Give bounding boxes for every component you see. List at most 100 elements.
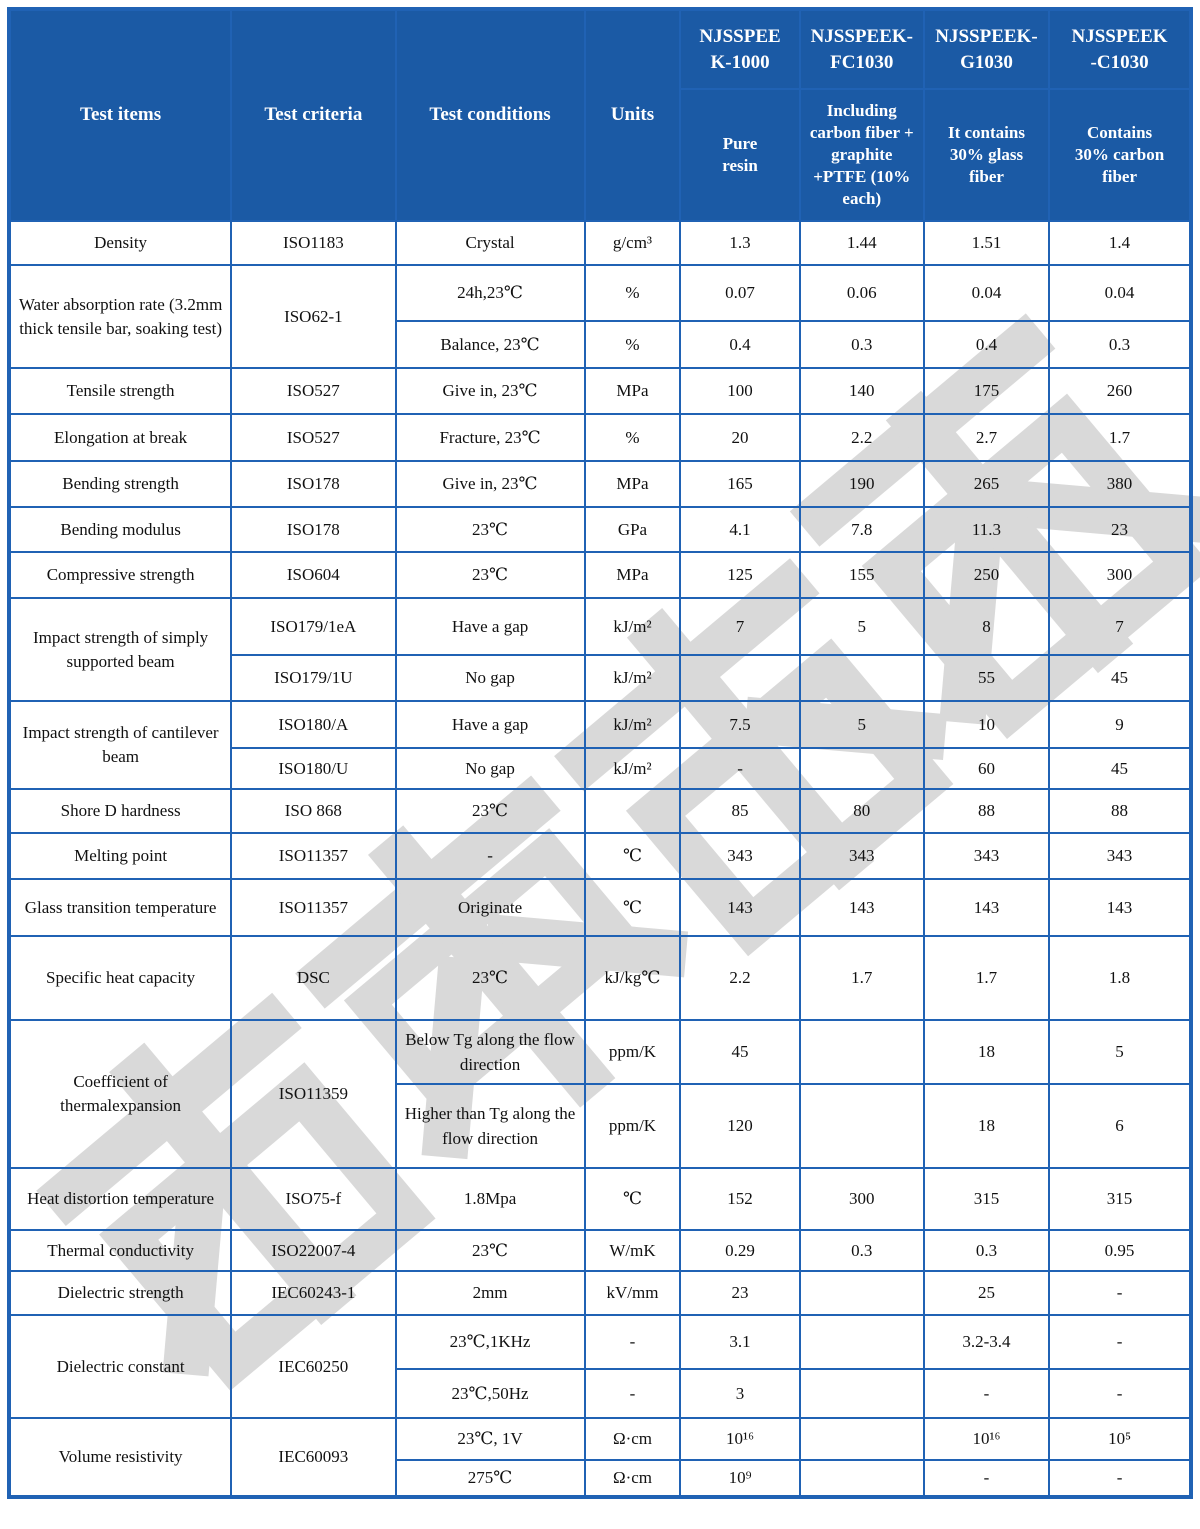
cell-condition: 23℃ bbox=[394, 506, 586, 553]
cell-condition: 23℃ bbox=[394, 935, 586, 1021]
cell-value: 0.4 bbox=[922, 320, 1051, 369]
table-row: ISO180/U No gap kJ/m² - 60 45 bbox=[9, 747, 1192, 790]
cell-condition: Balance, 23℃ bbox=[394, 320, 586, 369]
cell-value: - bbox=[679, 747, 801, 790]
cell-criteria: ISO 868 bbox=[230, 788, 397, 834]
table-row: Dielectric constant IEC60250 23℃,1KHz -3.1 3… bbox=[7, 1314, 1192, 1419]
cell-unit: - bbox=[583, 1368, 682, 1419]
cell-value: 4.1 bbox=[679, 506, 801, 553]
header-units: Units bbox=[583, 8, 682, 222]
table-row: Thermal conductivity ISO22007-4 23℃ W/mK 0.2… bbox=[7, 1229, 1192, 1272]
cell-unit bbox=[583, 788, 682, 834]
cell-condition: Have a gap bbox=[394, 597, 586, 656]
cell-condition: 1.8Mpa bbox=[394, 1167, 586, 1231]
cell-value: 10⁹ bbox=[679, 1459, 801, 1498]
cell-value bbox=[798, 1459, 925, 1498]
header-product-desc-c1030: Contains 30% carbon fiber bbox=[1048, 88, 1192, 222]
cell-value: 125 bbox=[679, 551, 801, 599]
cell-value: 10⁵ bbox=[1048, 1417, 1192, 1461]
cell-value: 315 bbox=[922, 1167, 1051, 1231]
header-product-desc-g1030: It contains 30% glass fiber bbox=[922, 88, 1051, 222]
cell-value: 25 bbox=[922, 1270, 1051, 1316]
cell-unit: % bbox=[583, 413, 682, 462]
cell-value: 5 bbox=[798, 597, 925, 656]
cell-value: 343 bbox=[922, 832, 1051, 880]
cell-criteria: IEC60243-1 bbox=[230, 1270, 397, 1316]
cell-value: 0.3 bbox=[798, 1229, 925, 1272]
cell-criteria: ISO527 bbox=[230, 367, 397, 415]
cell-value: 380 bbox=[1048, 460, 1192, 508]
cell-criteria: ISO604 bbox=[230, 551, 397, 599]
cell-value: 265 bbox=[922, 460, 1051, 508]
table-row: Melting point ISO11357- ℃ 343 343 343 343 bbox=[7, 832, 1192, 880]
cell-value: 343 bbox=[1048, 832, 1192, 880]
cell-value bbox=[798, 1368, 925, 1419]
table-row: Specific heat capacity DSC 23℃ kJ/kg℃ 2.2 1.7… bbox=[7, 935, 1192, 1021]
cell-unit: GPa bbox=[583, 506, 682, 553]
table-row: Coefficient of thermalexpansion ISO11359 B… bbox=[7, 1019, 1192, 1169]
cell-unit: Ω·cm bbox=[583, 1459, 682, 1498]
header-test-conditions: Test conditions bbox=[394, 8, 586, 222]
table-row: Bending modulus ISO178 23℃ GPa 4.1 7.8 11.3 23 bbox=[7, 506, 1192, 553]
cell-value: 0.4 bbox=[679, 320, 801, 369]
cell-criteria: ISO180/A bbox=[230, 700, 397, 749]
cell-value: - bbox=[1048, 1270, 1192, 1316]
cell-value: 5 bbox=[1048, 1019, 1192, 1085]
cell-value: 343 bbox=[679, 832, 801, 880]
cell-unit: MPa bbox=[583, 551, 682, 599]
cell-value: 2.7 bbox=[922, 413, 1051, 462]
cell-item: Water absorption rate (3.2mm thick tensi… bbox=[7, 264, 233, 369]
cell-criteria: ISO179/1U bbox=[230, 654, 397, 702]
cell-value: 1.44 bbox=[798, 220, 925, 266]
cell-item: Density bbox=[7, 220, 233, 266]
table-row: Balance, 23℃% 0.4 0.3 0.4 0.3 bbox=[9, 320, 1192, 369]
cell-value: 143 bbox=[922, 878, 1051, 937]
cell-value: 0.3 bbox=[922, 1229, 1051, 1272]
properties-table: Test items Test criteria Test conditions… bbox=[7, 7, 1193, 1499]
cell-value: 100 bbox=[679, 367, 801, 415]
cell-criteria: IEC60250 bbox=[230, 1314, 397, 1419]
cell-value: 143 bbox=[1048, 878, 1192, 937]
cell-value: 1.7 bbox=[1048, 413, 1192, 462]
cell-unit: ppm/K bbox=[583, 1083, 682, 1169]
header-product-desc-fc1030: Including carbon fiber + graphite +PTFE … bbox=[798, 88, 925, 222]
cell-item: Tensile strength bbox=[7, 367, 233, 415]
cell-value: 2.2 bbox=[798, 413, 925, 462]
cell-value: 140 bbox=[798, 367, 925, 415]
header-test-items: Test items bbox=[7, 8, 233, 222]
cell-unit: kJ/kg℃ bbox=[583, 935, 682, 1021]
table-row: Glass transition temperature ISO11357 Orig… bbox=[7, 878, 1192, 937]
cell-condition: No gap bbox=[394, 747, 586, 790]
cell-value: 143 bbox=[798, 878, 925, 937]
cell-item: Impact strength of cantilever beam bbox=[7, 700, 233, 790]
cell-criteria: ISO178 bbox=[230, 506, 397, 553]
cell-item: Coefficient of thermalexpansion bbox=[7, 1019, 233, 1169]
cell-value: - bbox=[1048, 1314, 1192, 1370]
cell-value: 10 bbox=[922, 700, 1051, 749]
header-product-name-g1030: NJSSPEEK- G1030 bbox=[922, 8, 1051, 90]
cell-value: 6 bbox=[1048, 1083, 1192, 1169]
cell-item: Glass transition temperature bbox=[7, 878, 233, 937]
cell-condition: - bbox=[394, 832, 586, 880]
cell-value bbox=[798, 747, 925, 790]
cell-value: 2.2 bbox=[679, 935, 801, 1021]
cell-value: 343 bbox=[798, 832, 925, 880]
cell-criteria: ISO180/U bbox=[230, 747, 397, 790]
cell-criteria: ISO62-1 bbox=[230, 264, 397, 369]
cell-value: 7 bbox=[1048, 597, 1192, 656]
cell-value: 0.3 bbox=[798, 320, 925, 369]
cell-value: 55 bbox=[922, 654, 1051, 702]
cell-value: - bbox=[922, 1459, 1051, 1498]
header-product-name-c1030: NJSSPEEK -C1030 bbox=[1048, 8, 1192, 90]
table-row: Volume resistivity IEC60093 23℃, 1V Ω·cm 10¹… bbox=[7, 1417, 1192, 1498]
table-row: Dielectric strength IEC60243-1 2mm kV/mm 23 2… bbox=[7, 1270, 1192, 1316]
cell-value: - bbox=[922, 1368, 1051, 1419]
cell-value: 250 bbox=[922, 551, 1051, 599]
cell-value: 155 bbox=[798, 551, 925, 599]
table-row: Water absorption rate (3.2mm thick tensi… bbox=[7, 264, 1192, 369]
cell-condition: Give in, 23℃ bbox=[394, 460, 586, 508]
cell-value: 1.3 bbox=[679, 220, 801, 266]
cell-value: 143 bbox=[679, 878, 801, 937]
cell-value: - bbox=[1048, 1368, 1192, 1419]
